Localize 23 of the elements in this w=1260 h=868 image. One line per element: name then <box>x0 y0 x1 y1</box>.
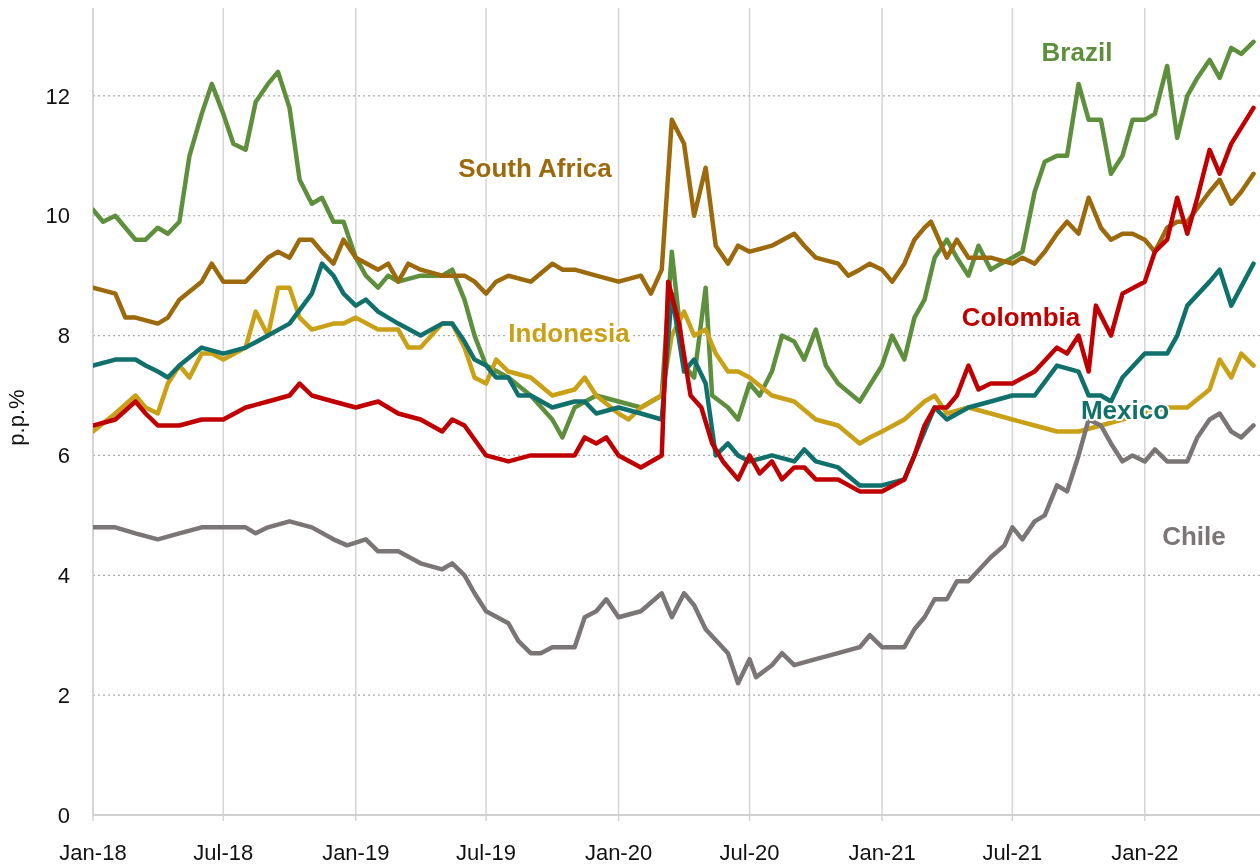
x-tick-label: Jul-18 <box>193 840 254 865</box>
y-axis-title: p.p.% <box>4 389 29 446</box>
y-tick-label: 10 <box>45 203 70 229</box>
y-tick-label: 8 <box>57 323 70 349</box>
text: South Africa <box>458 153 613 184</box>
series-label: Colombia <box>961 302 1081 333</box>
text: Chile <box>1162 521 1226 552</box>
x-tick-label: Jan-19 <box>322 840 390 865</box>
x-tick-label: Jul-19 <box>456 840 517 865</box>
x-tick-label: Jul-21 <box>982 840 1043 865</box>
x-tick-label: Jan-18 <box>59 840 127 865</box>
y-tick-label: 2 <box>57 682 70 708</box>
x-tick-label: Jan-22 <box>1111 840 1179 865</box>
y-tick-label: 12 <box>45 83 70 109</box>
series-label: Indonesia <box>508 318 631 349</box>
series-label: Brazil <box>1041 37 1113 68</box>
line-series <box>93 105 1256 494</box>
x-tick-label: Jan-20 <box>584 840 653 865</box>
x-tick-label: Jan-21 <box>848 840 916 865</box>
y-tick-label: 4 <box>57 562 70 588</box>
y-tick-label: 0 <box>57 802 70 828</box>
x-tick-label: Jul-20 <box>719 840 780 865</box>
y-tick-label: 6 <box>57 443 70 469</box>
